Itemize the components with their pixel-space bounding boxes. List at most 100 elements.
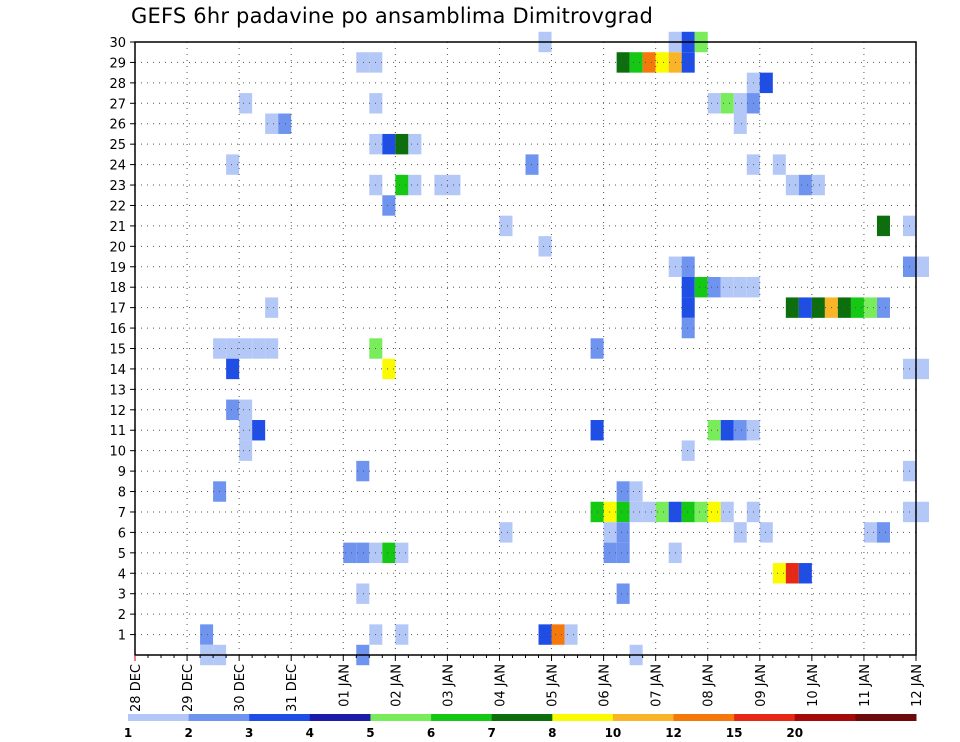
heatmap-cell (408, 174, 422, 196)
heatmap-cell (226, 358, 240, 380)
legend-label: 10 (605, 726, 622, 740)
heatmap-cell (759, 72, 773, 94)
heatmap-cell (916, 358, 930, 380)
legend-label: 6 (427, 726, 435, 740)
heatmap-cell (499, 522, 513, 543)
y-tick-label: 26 (109, 118, 126, 133)
heatmap-cell (681, 440, 695, 461)
x-tick-label: 06 JAN (598, 664, 613, 707)
y-tick-label: 22 (109, 199, 126, 214)
heatmap-cell (772, 154, 786, 175)
heatmap-cell (252, 420, 266, 441)
heatmap-cell (434, 174, 448, 196)
x-tick-label: 02 JAN (389, 664, 404, 707)
y-tick-label: 4 (118, 567, 126, 582)
heatmap-cell (265, 297, 279, 318)
y-tick-label: 11 (109, 424, 126, 439)
y-tick-label: 17 (109, 302, 126, 317)
heatmap-cell (694, 276, 708, 298)
x-tick-label: 07 JAN (650, 664, 665, 707)
x-tick-label: 31 DEC (285, 664, 300, 712)
legend-label: 4 (306, 726, 314, 740)
heatmap-cell (785, 174, 799, 196)
x-tick-label: 10 JAN (806, 664, 821, 707)
legend-swatch (188, 714, 250, 721)
y-tick-label: 3 (118, 588, 126, 603)
heatmap-cell (707, 93, 721, 114)
heatmap-cell (382, 542, 396, 564)
heatmap-cell (239, 440, 253, 461)
heatmap-cell (733, 276, 747, 298)
heatmap-cell (916, 256, 930, 277)
heatmap-cell (616, 583, 630, 604)
y-tick-label: 6 (118, 526, 126, 541)
heatmap-cell (720, 276, 734, 298)
x-tick-label: 09 JAN (754, 664, 769, 707)
heatmap-cell (239, 399, 253, 421)
heatmap-cell (616, 501, 630, 523)
heatmap-cell (681, 276, 695, 298)
heatmap-cell (655, 52, 669, 73)
heatmap-cell (733, 113, 747, 134)
heatmap-cell (876, 522, 890, 543)
heatmap-cell (655, 501, 669, 523)
heatmap-cell (694, 501, 708, 523)
heatmap-cell (356, 583, 370, 604)
heatmap-cell (876, 215, 890, 237)
x-tick-label: 08 JAN (702, 664, 717, 707)
y-tick-label: 18 (109, 281, 126, 296)
heatmap-cell (707, 420, 721, 441)
heatmap-cell (759, 522, 773, 543)
heatmap-cell (720, 93, 734, 114)
heatmap-cell (616, 522, 630, 543)
heatmap-cell (616, 481, 630, 502)
heatmap-cell (642, 52, 656, 73)
heatmap-cell (850, 297, 864, 318)
heatmap-cell (278, 113, 292, 134)
y-tick-label: 29 (109, 56, 126, 71)
legend-swatch (734, 714, 796, 721)
x-tick-label: 04 JAN (493, 664, 508, 707)
y-tick-label: 12 (109, 404, 126, 419)
heatmap-cell (252, 338, 266, 359)
y-tick-label: 23 (109, 179, 126, 194)
heatmap-cell (772, 563, 786, 584)
heatmap-cell (811, 297, 825, 318)
y-tick-label: 8 (118, 486, 126, 501)
y-tick-label: 20 (109, 240, 126, 255)
heatmap-cell (720, 501, 734, 523)
heatmap-cell (239, 338, 253, 359)
y-tick-label: 5 (118, 547, 126, 562)
legend-swatch (612, 714, 675, 721)
heatmap-cell (629, 52, 643, 73)
heatmap-cell (707, 276, 721, 298)
heatmap-cell (733, 522, 747, 543)
heatmap-cell (798, 174, 812, 196)
legend-label: 15 (726, 726, 743, 740)
legend-swatch (673, 714, 735, 721)
heatmap-cell (720, 420, 734, 441)
heatmap-cell (798, 563, 812, 584)
y-tick-label: 28 (109, 77, 126, 92)
legend-swatch (552, 714, 614, 721)
legend-swatch (794, 714, 856, 721)
heatmap-cell (382, 195, 396, 216)
legend-swatch (309, 714, 371, 721)
heatmap-cell (226, 154, 240, 175)
heatmap-cell (811, 174, 825, 196)
legend-label: 3 (245, 726, 253, 740)
heatmap-cell (356, 460, 370, 482)
heatmap-cell (265, 338, 279, 359)
heatmap-cell (916, 501, 930, 523)
heatmap-cell (200, 624, 214, 645)
y-tick-label: 27 (109, 97, 126, 112)
heatmap-cell (226, 399, 240, 421)
heatmap-cell (876, 297, 890, 318)
heatmap-cell (499, 215, 513, 237)
heatmap-cell (603, 542, 617, 564)
legend-swatch (855, 714, 917, 721)
y-tick-label: 10 (109, 445, 126, 460)
heatmap-cell (733, 93, 747, 114)
heatmap-cell (707, 501, 721, 523)
